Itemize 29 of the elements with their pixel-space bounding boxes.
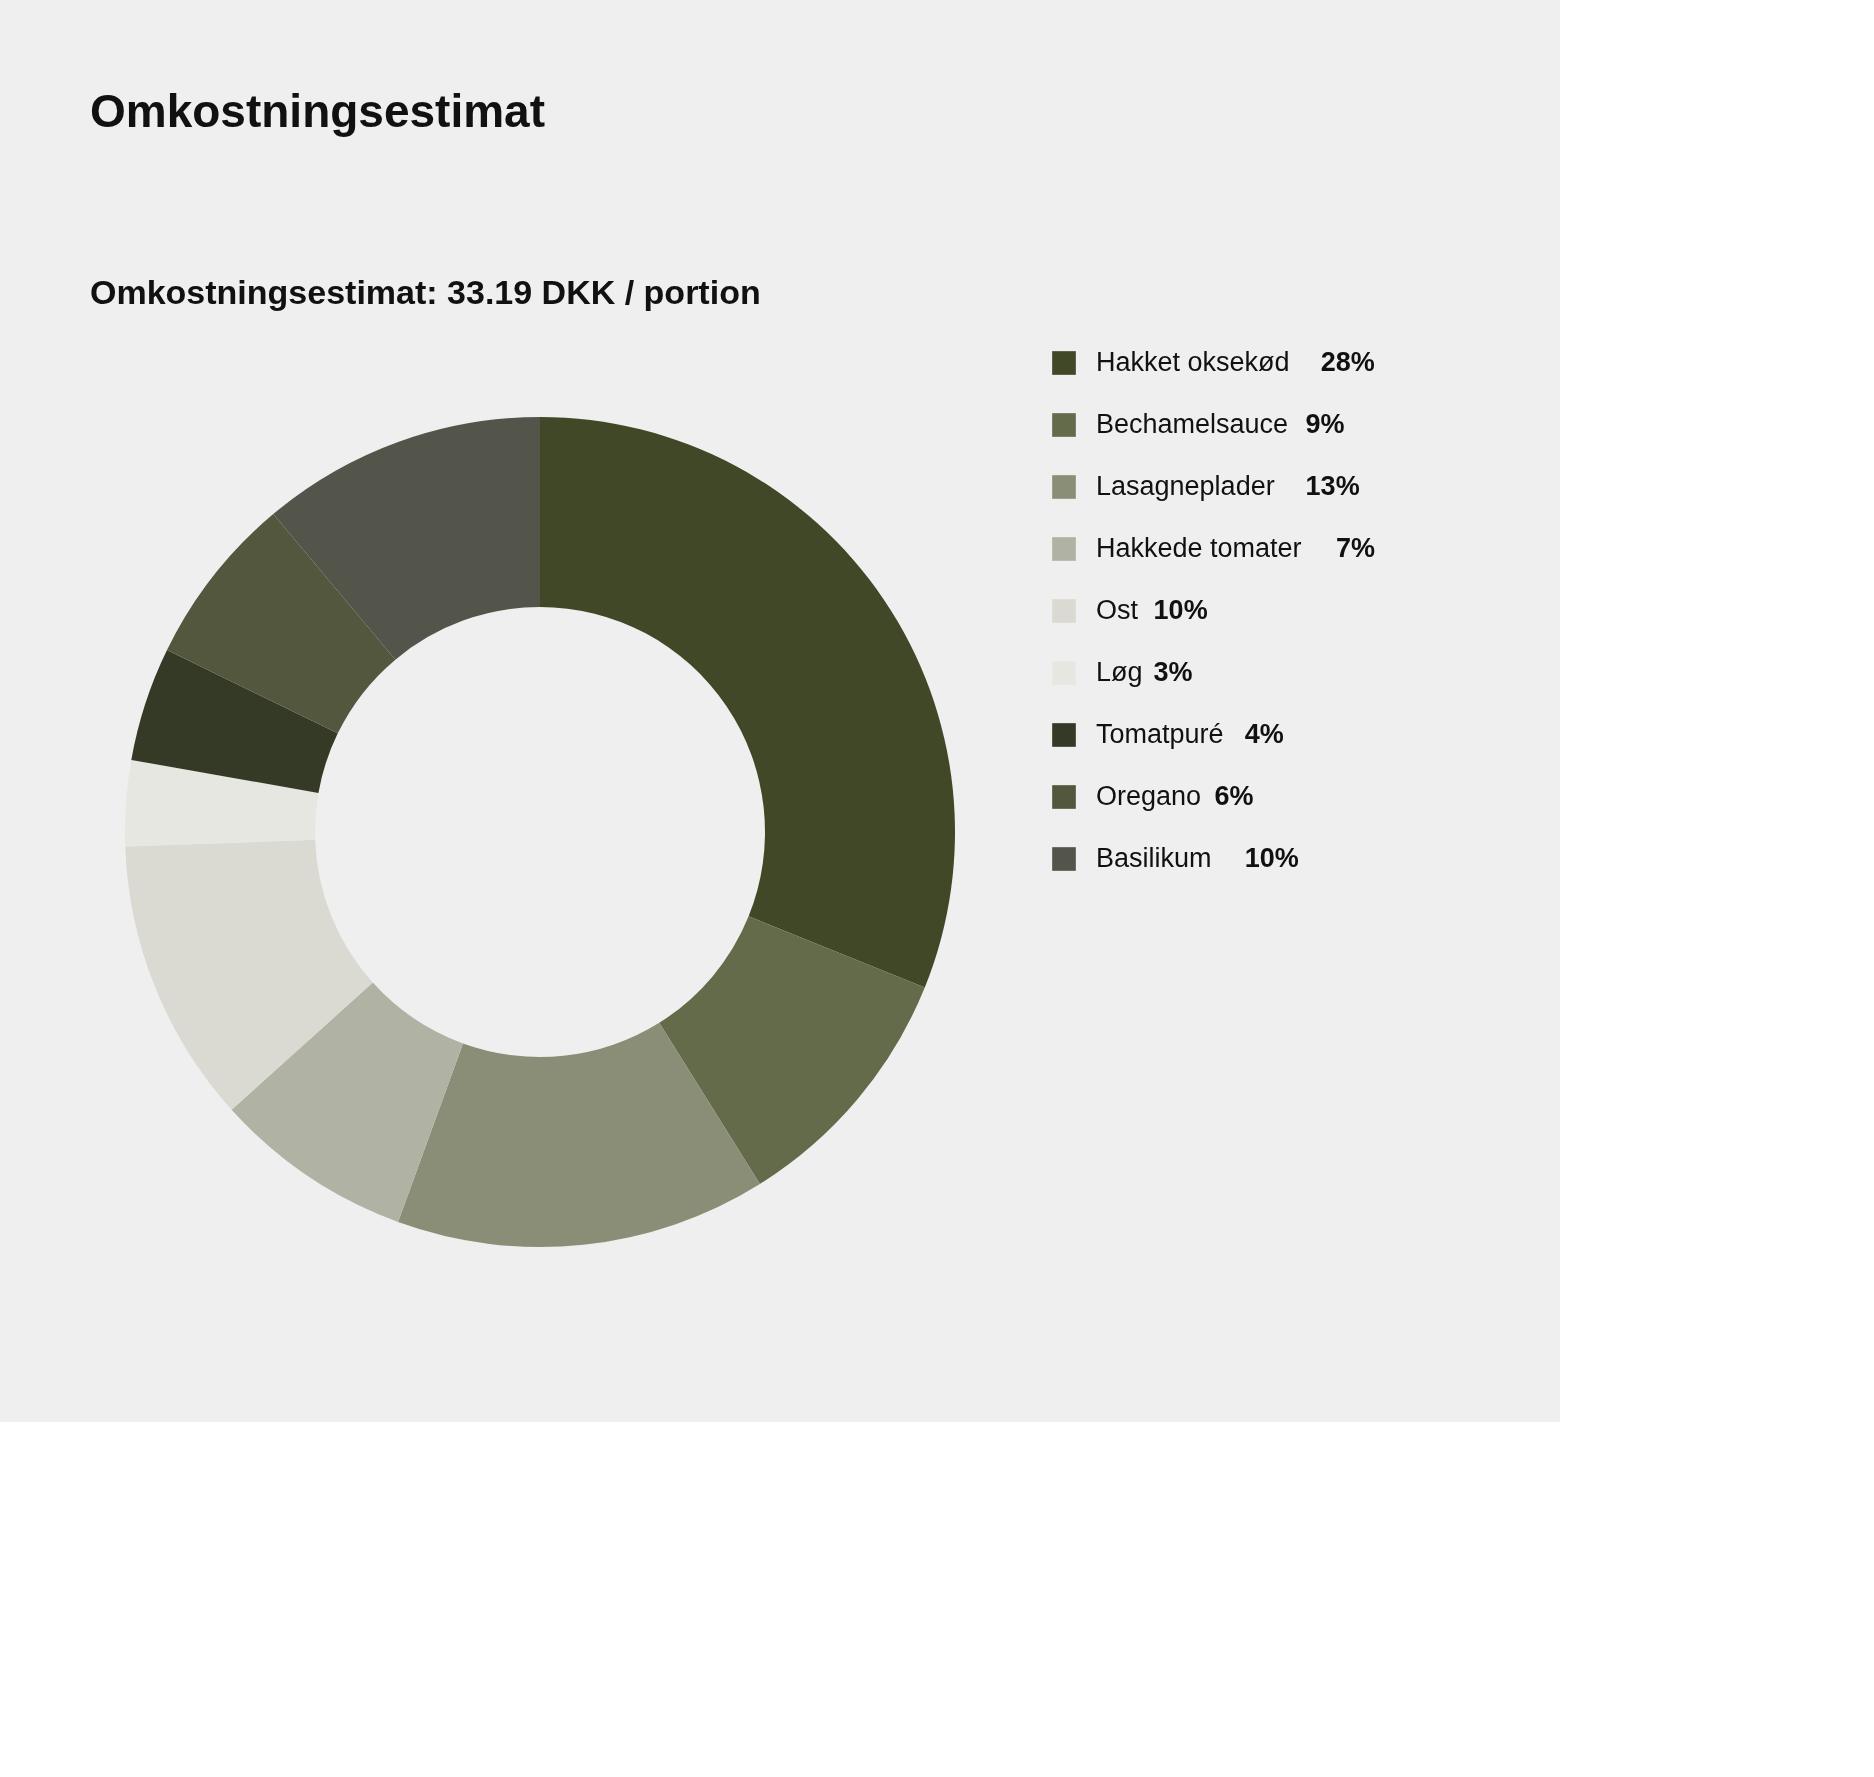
donut-slice [125, 759, 319, 847]
data-label: 13% [1305, 471, 1360, 501]
donut-slice [231, 982, 464, 1222]
legend-label: Hakket oksekød [1096, 347, 1290, 377]
donut-slice [398, 1022, 760, 1247]
data-label: 6% [1214, 781, 1254, 811]
donut-slice [659, 916, 925, 1184]
donut-slice [131, 650, 338, 793]
chart-title: Omkostningsestimat [90, 85, 545, 137]
data-label: 28% [1320, 347, 1375, 377]
data-label: 7% [1336, 533, 1376, 563]
donut-slice [125, 839, 373, 1110]
data-label: 3% [1153, 657, 1193, 687]
data-label: 10% [1153, 595, 1208, 625]
data-label: 10% [1244, 843, 1299, 873]
legend-label: Lasagneplader [1096, 471, 1275, 501]
donut-slice [540, 417, 955, 988]
legend-label: Hakkede tomater [1096, 533, 1302, 563]
legend-label: Basilikum [1096, 843, 1212, 873]
legend-label: Tomatpuré [1096, 719, 1224, 749]
data-label: 9% [1305, 409, 1345, 439]
data-label: 4% [1244, 719, 1284, 749]
legend-label: Bechamelsauce [1096, 409, 1289, 439]
legend-label: Oregano [1096, 781, 1202, 811]
donut-slice [273, 417, 540, 660]
legend-label: Løg [1096, 657, 1143, 687]
chart-subtitle: Omkostningsestimat: 33.19 DKK / portion [90, 273, 761, 311]
legend-label: Ost [1096, 595, 1139, 625]
donut-slice [167, 514, 396, 734]
